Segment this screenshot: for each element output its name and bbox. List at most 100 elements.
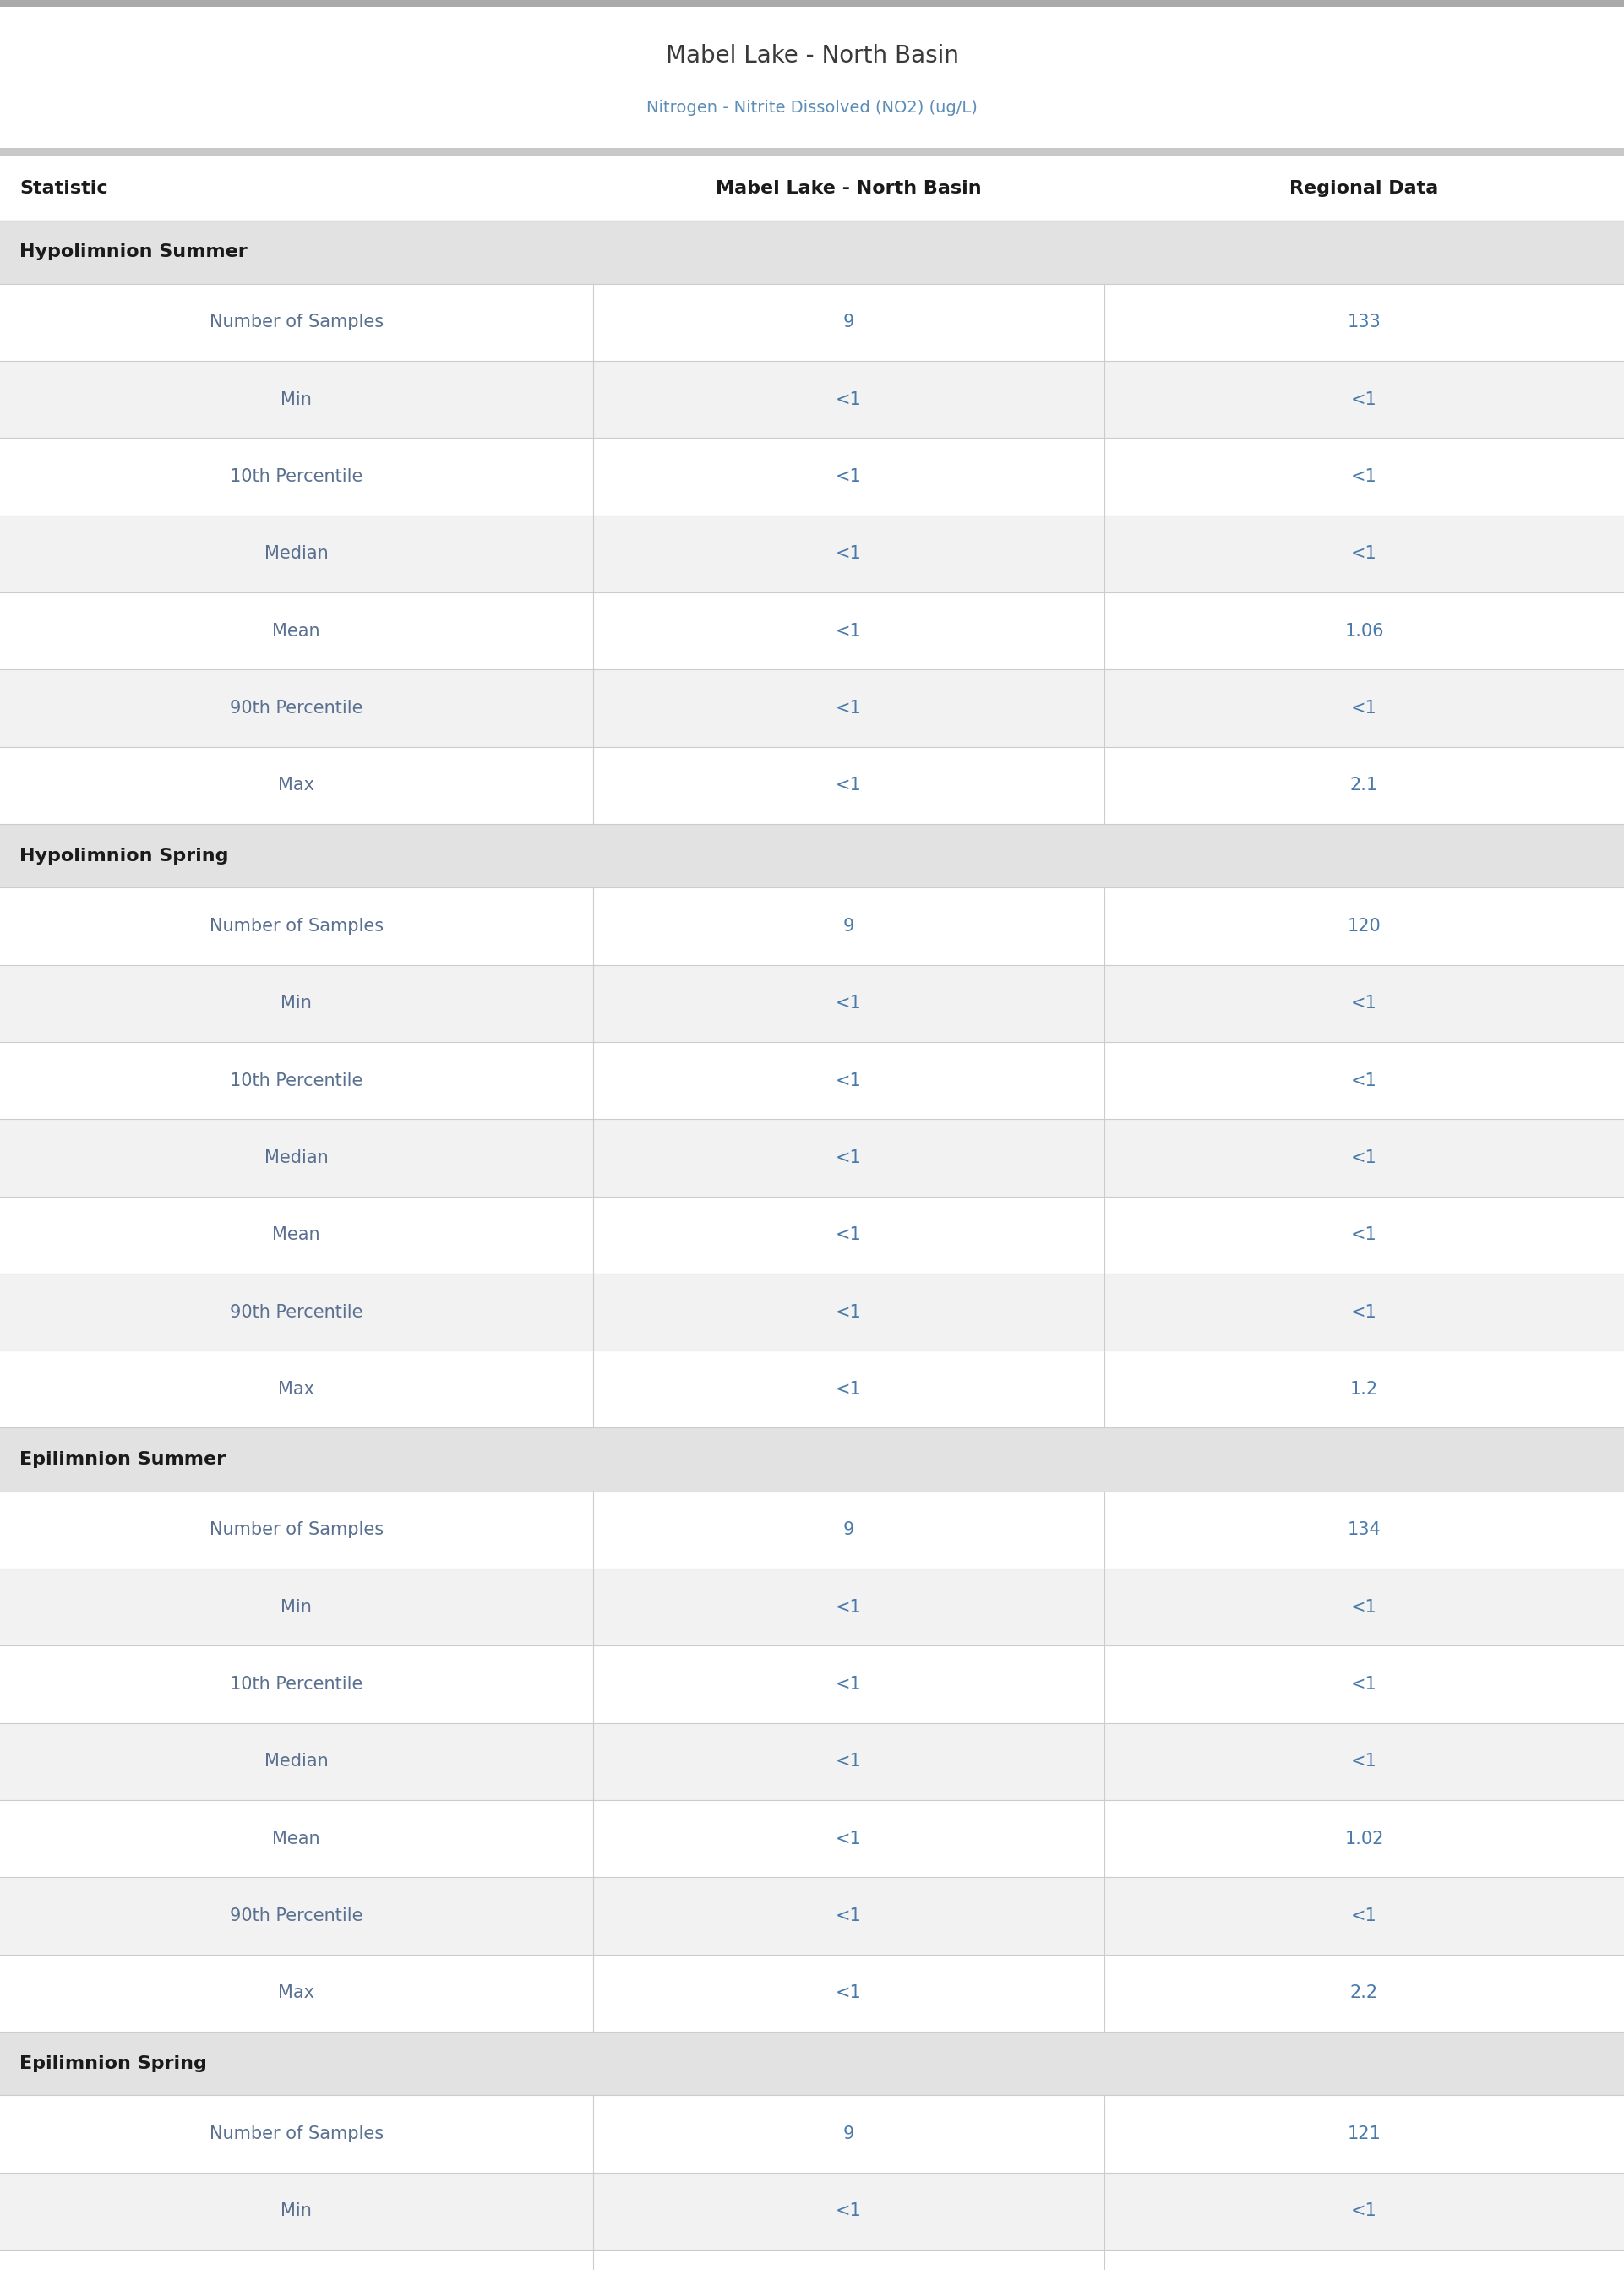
FancyBboxPatch shape [0, 148, 1624, 157]
FancyBboxPatch shape [0, 2172, 1624, 2250]
Text: 10th Percentile: 10th Percentile [231, 468, 362, 486]
Text: Number of Samples: Number of Samples [209, 1521, 383, 1539]
Text: Hypolimnion Summer: Hypolimnion Summer [19, 243, 247, 261]
FancyBboxPatch shape [593, 670, 1624, 747]
Text: Statistic: Statistic [19, 179, 107, 197]
FancyBboxPatch shape [0, 888, 1624, 965]
FancyBboxPatch shape [593, 1351, 1624, 1428]
Text: 10th Percentile: 10th Percentile [231, 1071, 362, 1090]
FancyBboxPatch shape [0, 1954, 1624, 2032]
Text: 2.2: 2.2 [1350, 1984, 1379, 2002]
FancyBboxPatch shape [0, 1428, 1624, 1491]
Text: <1: <1 [836, 1380, 861, 1398]
Text: <1: <1 [1351, 390, 1377, 409]
FancyBboxPatch shape [593, 1800, 1624, 1877]
Text: <1: <1 [1351, 699, 1377, 717]
Text: Min: Min [281, 1598, 312, 1616]
Text: <1: <1 [836, 622, 861, 640]
Text: <1: <1 [836, 390, 861, 409]
FancyBboxPatch shape [0, 284, 1624, 361]
Text: <1: <1 [836, 468, 861, 486]
FancyBboxPatch shape [0, 1196, 1624, 1273]
Text: <1: <1 [836, 1303, 861, 1321]
Text: 9: 9 [843, 313, 854, 331]
FancyBboxPatch shape [593, 592, 1624, 670]
FancyBboxPatch shape [0, 1273, 1624, 1351]
Text: <1: <1 [1351, 1675, 1377, 1693]
FancyBboxPatch shape [0, 1119, 1624, 1196]
Text: Median: Median [265, 1149, 328, 1167]
Text: <1: <1 [1351, 994, 1377, 1012]
Text: Max: Max [278, 776, 315, 794]
FancyBboxPatch shape [0, 1800, 1624, 1877]
Text: <1: <1 [836, 1984, 861, 2002]
Text: <1: <1 [836, 1226, 861, 1244]
Text: 9: 9 [843, 917, 854, 935]
FancyBboxPatch shape [593, 515, 1624, 592]
FancyBboxPatch shape [0, 361, 1624, 438]
Text: 10th Percentile: 10th Percentile [231, 1675, 362, 1693]
FancyBboxPatch shape [593, 361, 1624, 438]
Text: <1: <1 [836, 1149, 861, 1167]
Text: 121: 121 [1348, 2125, 1380, 2143]
FancyBboxPatch shape [593, 438, 1624, 515]
Text: Mean: Mean [273, 1226, 320, 1244]
Text: <1: <1 [1351, 1071, 1377, 1090]
Text: 9: 9 [843, 1521, 854, 1539]
Text: <1: <1 [836, 1675, 861, 1693]
Text: 1.2: 1.2 [1350, 1380, 1379, 1398]
FancyBboxPatch shape [593, 2095, 1624, 2172]
Text: Mean: Mean [273, 1830, 320, 1848]
FancyBboxPatch shape [593, 1491, 1624, 1569]
Text: Mean: Mean [273, 622, 320, 640]
Text: 120: 120 [1348, 917, 1380, 935]
FancyBboxPatch shape [0, 1491, 1624, 1569]
FancyBboxPatch shape [0, 1723, 1624, 1800]
FancyBboxPatch shape [0, 1042, 1624, 1119]
Text: Mabel Lake - North Basin: Mabel Lake - North Basin [666, 43, 958, 68]
FancyBboxPatch shape [0, 438, 1624, 515]
FancyBboxPatch shape [0, 824, 1624, 888]
FancyBboxPatch shape [593, 747, 1624, 824]
Text: <1: <1 [836, 2202, 861, 2220]
Text: <1: <1 [1351, 1598, 1377, 1616]
FancyBboxPatch shape [593, 965, 1624, 1042]
Text: Number of Samples: Number of Samples [209, 313, 383, 331]
FancyBboxPatch shape [0, 670, 1624, 747]
Text: 134: 134 [1348, 1521, 1380, 1539]
FancyBboxPatch shape [593, 1119, 1624, 1196]
Text: <1: <1 [1351, 1303, 1377, 1321]
FancyBboxPatch shape [0, 1569, 1624, 1646]
FancyBboxPatch shape [593, 2250, 1624, 2270]
Text: Max: Max [278, 1380, 315, 1398]
FancyBboxPatch shape [0, 592, 1624, 670]
FancyBboxPatch shape [593, 1569, 1624, 1646]
FancyBboxPatch shape [593, 1723, 1624, 1800]
Text: Number of Samples: Number of Samples [209, 2125, 383, 2143]
Text: Min: Min [281, 994, 312, 1012]
Text: 90th Percentile: 90th Percentile [231, 1907, 362, 1925]
Text: Number of Samples: Number of Samples [209, 917, 383, 935]
Text: <1: <1 [836, 1907, 861, 1925]
FancyBboxPatch shape [593, 888, 1624, 965]
Text: Min: Min [281, 2202, 312, 2220]
Text: Epilimnion Spring: Epilimnion Spring [19, 2054, 206, 2073]
FancyBboxPatch shape [593, 1042, 1624, 1119]
Text: 9: 9 [843, 2125, 854, 2143]
Text: <1: <1 [1351, 1752, 1377, 1771]
FancyBboxPatch shape [0, 0, 1624, 7]
Text: <1: <1 [1351, 1149, 1377, 1167]
Text: 1.02: 1.02 [1345, 1830, 1384, 1848]
Text: <1: <1 [836, 776, 861, 794]
Text: Median: Median [265, 1752, 328, 1771]
Text: 133: 133 [1348, 313, 1380, 331]
FancyBboxPatch shape [0, 515, 1624, 592]
Text: <1: <1 [836, 1071, 861, 1090]
FancyBboxPatch shape [0, 1646, 1624, 1723]
FancyBboxPatch shape [0, 965, 1624, 1042]
FancyBboxPatch shape [593, 1954, 1624, 2032]
FancyBboxPatch shape [0, 2095, 1624, 2172]
Text: Min: Min [281, 390, 312, 409]
FancyBboxPatch shape [0, 747, 1624, 824]
Text: <1: <1 [836, 699, 861, 717]
